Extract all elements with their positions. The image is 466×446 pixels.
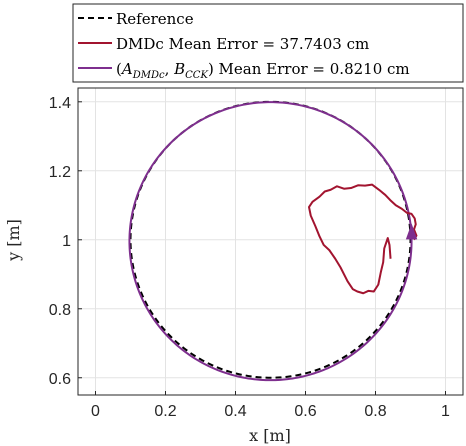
x-tick-labels: 0 0.2 0.4 0.6 0.8 1 xyxy=(91,403,450,420)
x-tick-label: 0.8 xyxy=(364,403,386,420)
series-line-cck xyxy=(128,101,413,382)
x-axis-label: x [m] xyxy=(249,426,291,445)
plot-background xyxy=(78,88,463,395)
y-tick-labels: 0.6 0.8 1 1.2 1.4 xyxy=(49,95,71,388)
y-tick-label: 1 xyxy=(62,233,71,250)
legend-label-cck: (ADMDc, BCCK) Mean Error = 0.8210 cm xyxy=(116,60,410,81)
series-line-dmdc xyxy=(308,183,418,295)
legend-box xyxy=(72,3,464,83)
x-tick-label: 0.4 xyxy=(224,403,246,420)
series-layer xyxy=(128,100,418,382)
y-tick-label: 1.4 xyxy=(49,95,71,112)
series-arrowhead-cck xyxy=(405,223,418,240)
y-tick-label: 0.6 xyxy=(49,371,71,388)
legend-label-dmdc: DMDc Mean Error = 37.7403 cm xyxy=(116,35,369,53)
x-tick-label: 0 xyxy=(91,403,100,420)
plot-frame xyxy=(77,87,464,396)
x-tick-label: 0.6 xyxy=(294,403,316,420)
y-tick-label: 0.8 xyxy=(49,302,71,319)
y-tick-label: 1.2 xyxy=(49,164,71,181)
x-tick-label: 0.2 xyxy=(154,403,176,420)
legend: Reference DMDc Mean Error = 37.7403 cm (… xyxy=(72,3,464,83)
legend-label-reference: Reference xyxy=(116,10,194,28)
y-axis-label: y [m] xyxy=(4,219,23,262)
grid xyxy=(78,88,463,395)
plot-area xyxy=(77,87,464,396)
x-tick-label: 1 xyxy=(441,403,450,420)
